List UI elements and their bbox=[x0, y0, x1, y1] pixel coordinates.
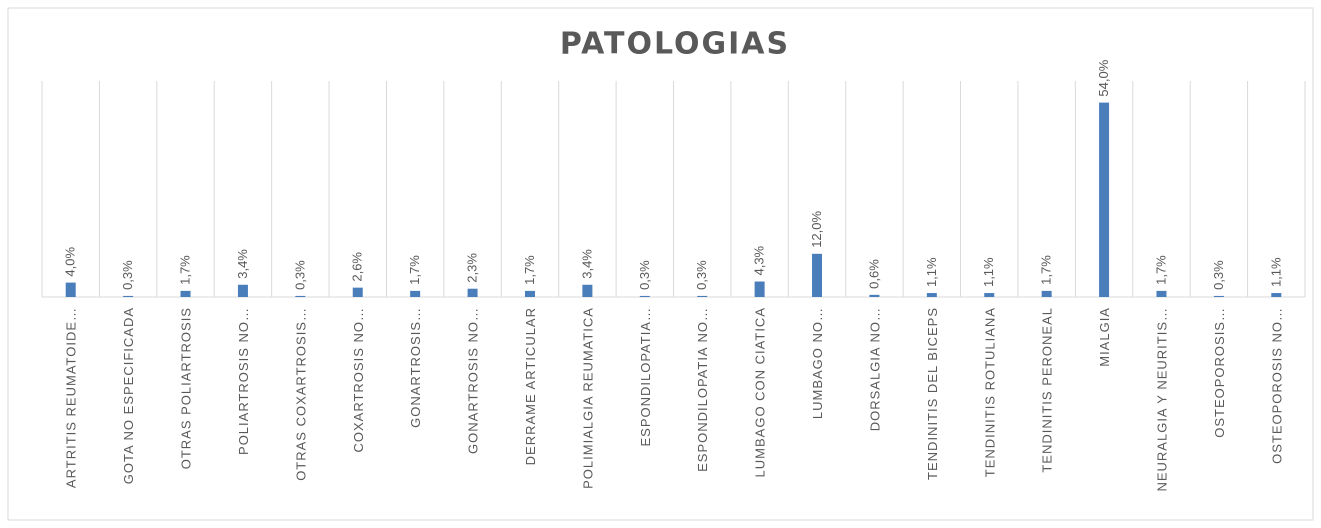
x-tick-label: NEURALGIA Y NEURITIS… bbox=[1154, 307, 1169, 492]
bar bbox=[1213, 295, 1224, 297]
bar bbox=[410, 290, 421, 297]
bar bbox=[524, 290, 535, 297]
value-label: 1,1% bbox=[924, 257, 939, 287]
x-tick-label: COXARTROSIS NO… bbox=[351, 307, 366, 453]
value-label: 12,0% bbox=[809, 210, 824, 247]
bar bbox=[754, 281, 765, 297]
x-tick-label: LUMBAGO NO… bbox=[810, 307, 825, 419]
value-label: 1,7% bbox=[1039, 255, 1054, 285]
bar bbox=[467, 288, 478, 297]
value-label: 3,4% bbox=[579, 249, 594, 279]
x-tick-label: POLIARTROSIS NO… bbox=[236, 307, 251, 455]
value-label: 2,6% bbox=[350, 252, 365, 282]
value-label: 0,3% bbox=[292, 260, 307, 290]
x-tick-label: POLIMIALGIA REUMATICA bbox=[580, 307, 595, 489]
value-label: 4,0% bbox=[63, 247, 78, 277]
x-tick-label: OTRAS COXARTROSIS… bbox=[293, 307, 308, 481]
chart-frame bbox=[7, 7, 1314, 521]
x-tick-label: ESPONDILOPATIA… bbox=[638, 307, 653, 447]
x-tick-label: GONARTROSIS… bbox=[408, 307, 423, 428]
value-label: 1,7% bbox=[407, 255, 422, 285]
x-tick-label: OSTEOPOROSIS NO… bbox=[1269, 307, 1284, 464]
x-tick-label: GONARTROSIS NO… bbox=[466, 307, 481, 454]
x-tick-label: DERRAME ARTICULAR bbox=[523, 307, 538, 465]
value-label: 3,4% bbox=[235, 249, 250, 279]
x-tick-label: ESPONDILOPATIA NO… bbox=[695, 307, 710, 472]
bar bbox=[123, 295, 134, 297]
bar bbox=[926, 293, 937, 297]
value-label: 0,3% bbox=[637, 260, 652, 290]
value-label: 0,3% bbox=[694, 260, 709, 290]
bar bbox=[180, 290, 191, 297]
x-tick-label: TENDINITIS ROTULIANA bbox=[982, 307, 997, 477]
x-tick-label: TENDINITIS PERONEAL bbox=[1040, 307, 1055, 473]
x-tick-label: GOTA NO ESPECIFICADA bbox=[121, 307, 136, 484]
value-label: 1,7% bbox=[178, 255, 193, 285]
value-label: 1,7% bbox=[1153, 255, 1168, 285]
bar bbox=[352, 287, 363, 297]
bar bbox=[582, 284, 593, 297]
x-tick-label: MIALGIA bbox=[1097, 307, 1112, 367]
bar bbox=[984, 293, 995, 297]
bar bbox=[869, 294, 880, 297]
bar bbox=[812, 253, 823, 297]
x-tick-label: DORSALGIA NO… bbox=[867, 307, 882, 431]
x-tick-label: OSTEOPOROSIS… bbox=[1212, 307, 1227, 438]
x-tick-label: TENDINITIS DEL BICEPS bbox=[925, 307, 940, 480]
x-tick-label: ARTRITIS REUMATOIDE… bbox=[64, 307, 79, 488]
value-label: 54,0% bbox=[1096, 59, 1111, 96]
value-label: 2,3% bbox=[465, 253, 480, 283]
bar bbox=[295, 295, 306, 297]
value-label: 0,3% bbox=[1211, 260, 1226, 290]
value-label: 1,7% bbox=[522, 255, 537, 285]
bar bbox=[65, 282, 76, 297]
value-label: 0,6% bbox=[866, 259, 881, 289]
bar bbox=[237, 284, 248, 297]
x-tick-label: OTRAS POLIARTROSIS bbox=[179, 307, 194, 469]
x-tick-label: LUMBAGO CON CIATICA bbox=[753, 307, 768, 477]
bar bbox=[1156, 290, 1167, 297]
value-label: 1,1% bbox=[1268, 257, 1283, 287]
bar bbox=[697, 295, 708, 297]
bar bbox=[1271, 293, 1282, 297]
chart-title: PATOLOGIAS bbox=[560, 27, 790, 62]
bar bbox=[1099, 102, 1110, 297]
bar bbox=[1041, 290, 1052, 297]
value-label: 1,1% bbox=[981, 257, 996, 287]
value-label: 4,3% bbox=[752, 245, 767, 275]
value-label: 0,3% bbox=[120, 260, 135, 290]
bar bbox=[639, 295, 650, 297]
